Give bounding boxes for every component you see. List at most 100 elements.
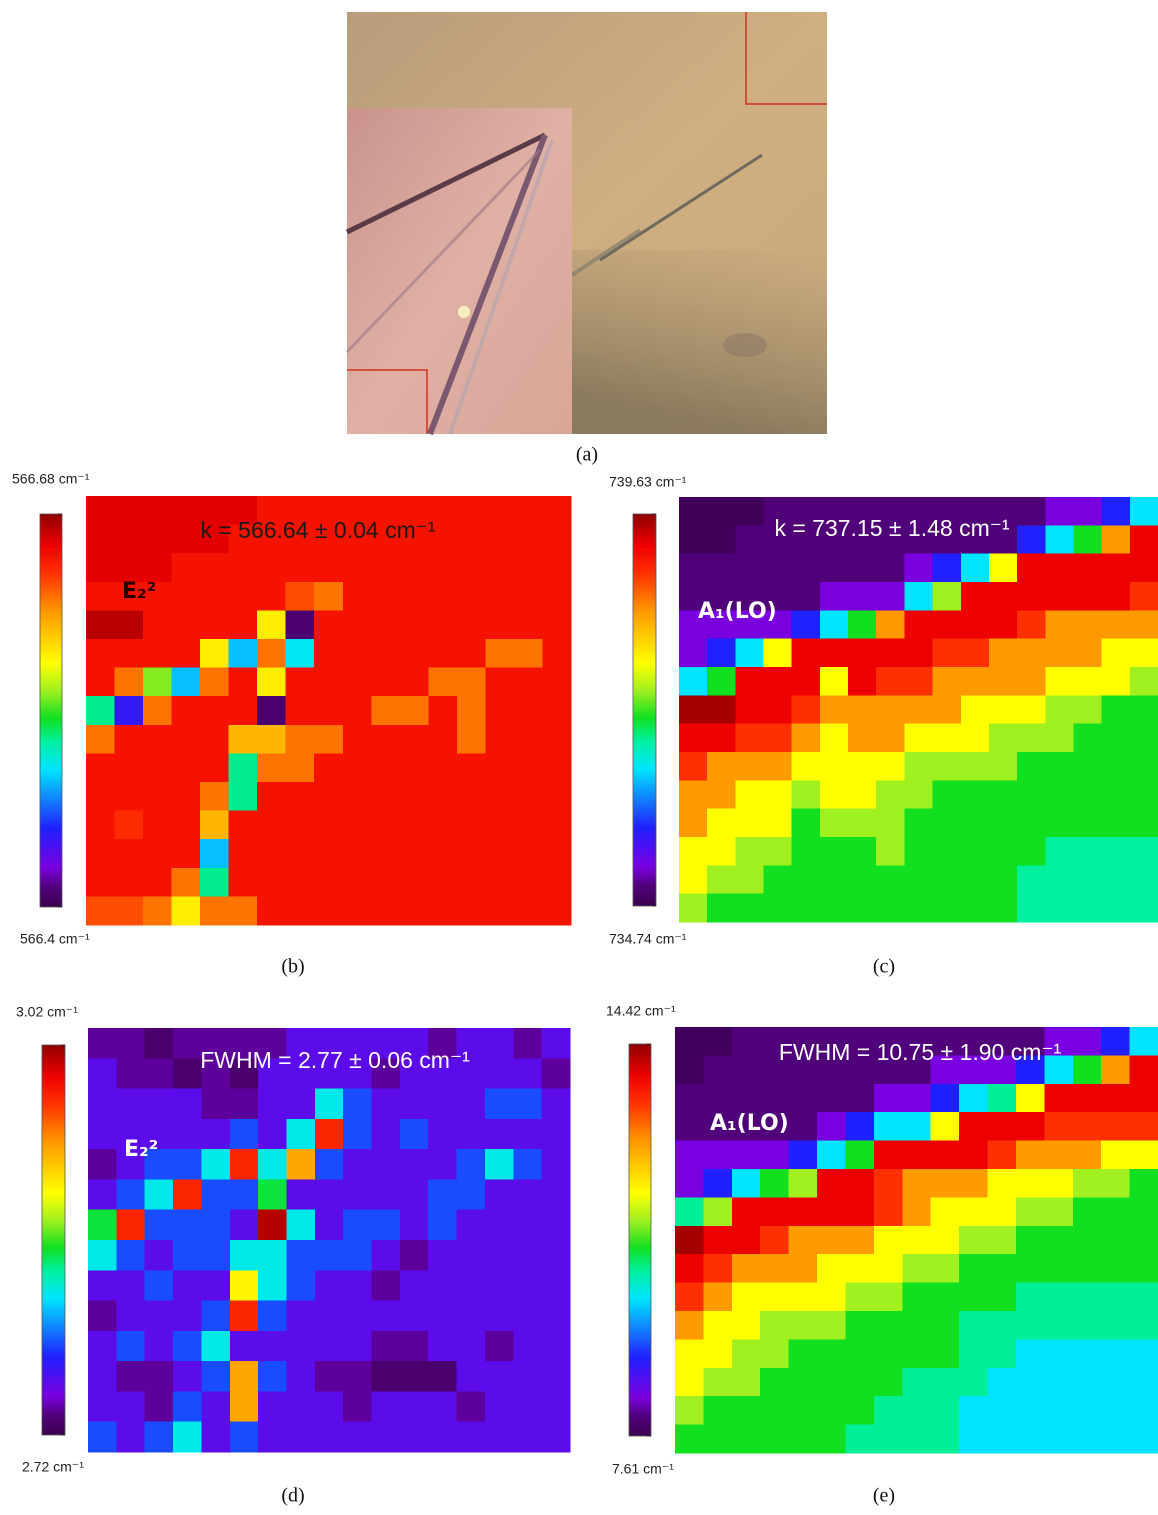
heatmap-cell xyxy=(789,1112,818,1141)
heatmap-cell xyxy=(1016,1425,1045,1454)
heatmap-cell xyxy=(172,582,201,611)
heatmap-cell xyxy=(542,553,571,582)
heatmap-cell xyxy=(820,780,849,809)
heatmap-cell xyxy=(876,894,905,923)
heatmap-cell xyxy=(428,782,457,811)
heatmap-cell xyxy=(845,1141,874,1170)
heatmap-cell xyxy=(789,1197,818,1226)
heatmap-cell xyxy=(485,525,514,554)
heatmap-cell xyxy=(675,1226,704,1255)
heatmap-cell xyxy=(314,582,343,611)
heatmap-cell xyxy=(1073,865,1102,894)
heatmap-cell xyxy=(1016,1197,1045,1226)
heatmap-cell xyxy=(1102,894,1131,923)
heatmap-cell xyxy=(1101,1169,1130,1198)
heatmap xyxy=(86,496,572,926)
heatmap-cell xyxy=(1016,1254,1045,1283)
heatmap-cell xyxy=(145,1270,174,1301)
heatmap-cell xyxy=(145,1422,174,1453)
heatmap-cell xyxy=(675,1368,704,1397)
heatmap-cell xyxy=(286,1089,315,1120)
heatmap-cell xyxy=(703,1197,732,1226)
heatmap-cell xyxy=(400,1210,429,1241)
heatmap-cell xyxy=(428,811,457,840)
heatmap-cell xyxy=(1102,497,1131,526)
heatmap-cell xyxy=(514,696,543,725)
heatmap-cell xyxy=(820,667,849,696)
heatmap-cell xyxy=(848,752,877,781)
heatmap-cell xyxy=(931,1283,960,1312)
heatmap-cell xyxy=(230,1270,259,1301)
heatmap-cell xyxy=(542,868,571,897)
heatmap-cell xyxy=(961,894,990,923)
heatmap-cell xyxy=(876,724,905,753)
heatmap-cell xyxy=(988,1425,1017,1454)
heatmap-cell xyxy=(675,1254,704,1283)
heatmap-cell xyxy=(143,839,172,868)
heatmap-cell xyxy=(845,1112,874,1141)
heatmap-cell xyxy=(457,1301,486,1332)
heatmap-cell xyxy=(679,497,708,526)
heatmap-cell xyxy=(172,668,201,697)
heatmap-cell xyxy=(1017,724,1046,753)
heatmap-cell xyxy=(817,1311,846,1340)
heatmap-cell xyxy=(735,724,764,753)
colorbar-min-label: 2.72 cm⁻¹ xyxy=(22,1459,84,1475)
heatmap-cell xyxy=(315,1270,344,1301)
heatmap-cell xyxy=(371,868,400,897)
heatmap-cell xyxy=(428,668,457,697)
heatmap-cell xyxy=(1130,837,1158,866)
heatmap-cell xyxy=(116,1331,145,1362)
heatmap-cell xyxy=(732,1197,761,1226)
heatmap-cell xyxy=(115,868,144,897)
heatmap-cell xyxy=(143,811,172,840)
heatmap-cell xyxy=(371,553,400,582)
heatmap-cell xyxy=(457,868,486,897)
heatmap-cell xyxy=(372,1210,401,1241)
heatmap-cell xyxy=(371,782,400,811)
heatmap-cell xyxy=(817,1339,846,1368)
heatmap-cell xyxy=(792,639,821,668)
heatmap-cell xyxy=(258,1301,287,1332)
heatmap-cell xyxy=(542,1422,571,1453)
heatmap-cell xyxy=(428,610,457,639)
heatmap-cell xyxy=(485,1301,514,1332)
heatmap-cell xyxy=(286,1331,315,1362)
heatmap-cell xyxy=(172,753,201,782)
heatmap-cell xyxy=(959,1226,988,1255)
heatmap-cell xyxy=(457,1270,486,1301)
heatmap-cell xyxy=(1073,1055,1102,1084)
figure: (a) 566.68 cm⁻¹566.4 cm⁻¹(b)k = 566.64 ±… xyxy=(0,0,1158,1510)
heatmap-cell xyxy=(86,496,115,525)
heatmap-cell xyxy=(343,1210,372,1241)
heatmap-cell xyxy=(200,839,229,868)
heatmap-cell xyxy=(457,1361,486,1392)
heatmap-cell xyxy=(457,753,486,782)
heatmap-cell xyxy=(513,1391,542,1422)
heatmap-cell xyxy=(989,752,1018,781)
heatmap-cell xyxy=(1016,1283,1045,1312)
heatmap-cell xyxy=(286,610,315,639)
heatmap-cell xyxy=(143,896,172,925)
heatmap-cell xyxy=(314,896,343,925)
heatmap-cell xyxy=(817,1396,846,1425)
heatmap-cell xyxy=(1016,1084,1045,1113)
heatmap-cell xyxy=(760,1425,789,1454)
heatmap-cell xyxy=(732,1226,761,1255)
heatmap-cell xyxy=(1017,865,1046,894)
heatmap-cell xyxy=(876,639,905,668)
heatmap-cell xyxy=(931,1141,960,1170)
colorbar-max-label: 3.02 cm⁻¹ xyxy=(16,1004,78,1020)
heatmap-cell xyxy=(904,837,933,866)
heatmap-cell xyxy=(845,1396,874,1425)
heatmap-cell xyxy=(1130,1368,1158,1397)
heatmap-cell xyxy=(732,1254,761,1283)
heatmap-cell xyxy=(372,1270,401,1301)
heatmap-cell xyxy=(760,1141,789,1170)
heatmap-cell xyxy=(258,1422,287,1453)
heatmap-cell xyxy=(707,667,736,696)
heatmap-cell xyxy=(707,724,736,753)
heatmap-cell xyxy=(314,782,343,811)
heatmap-cell xyxy=(115,525,144,554)
heatmap-cell xyxy=(257,896,286,925)
